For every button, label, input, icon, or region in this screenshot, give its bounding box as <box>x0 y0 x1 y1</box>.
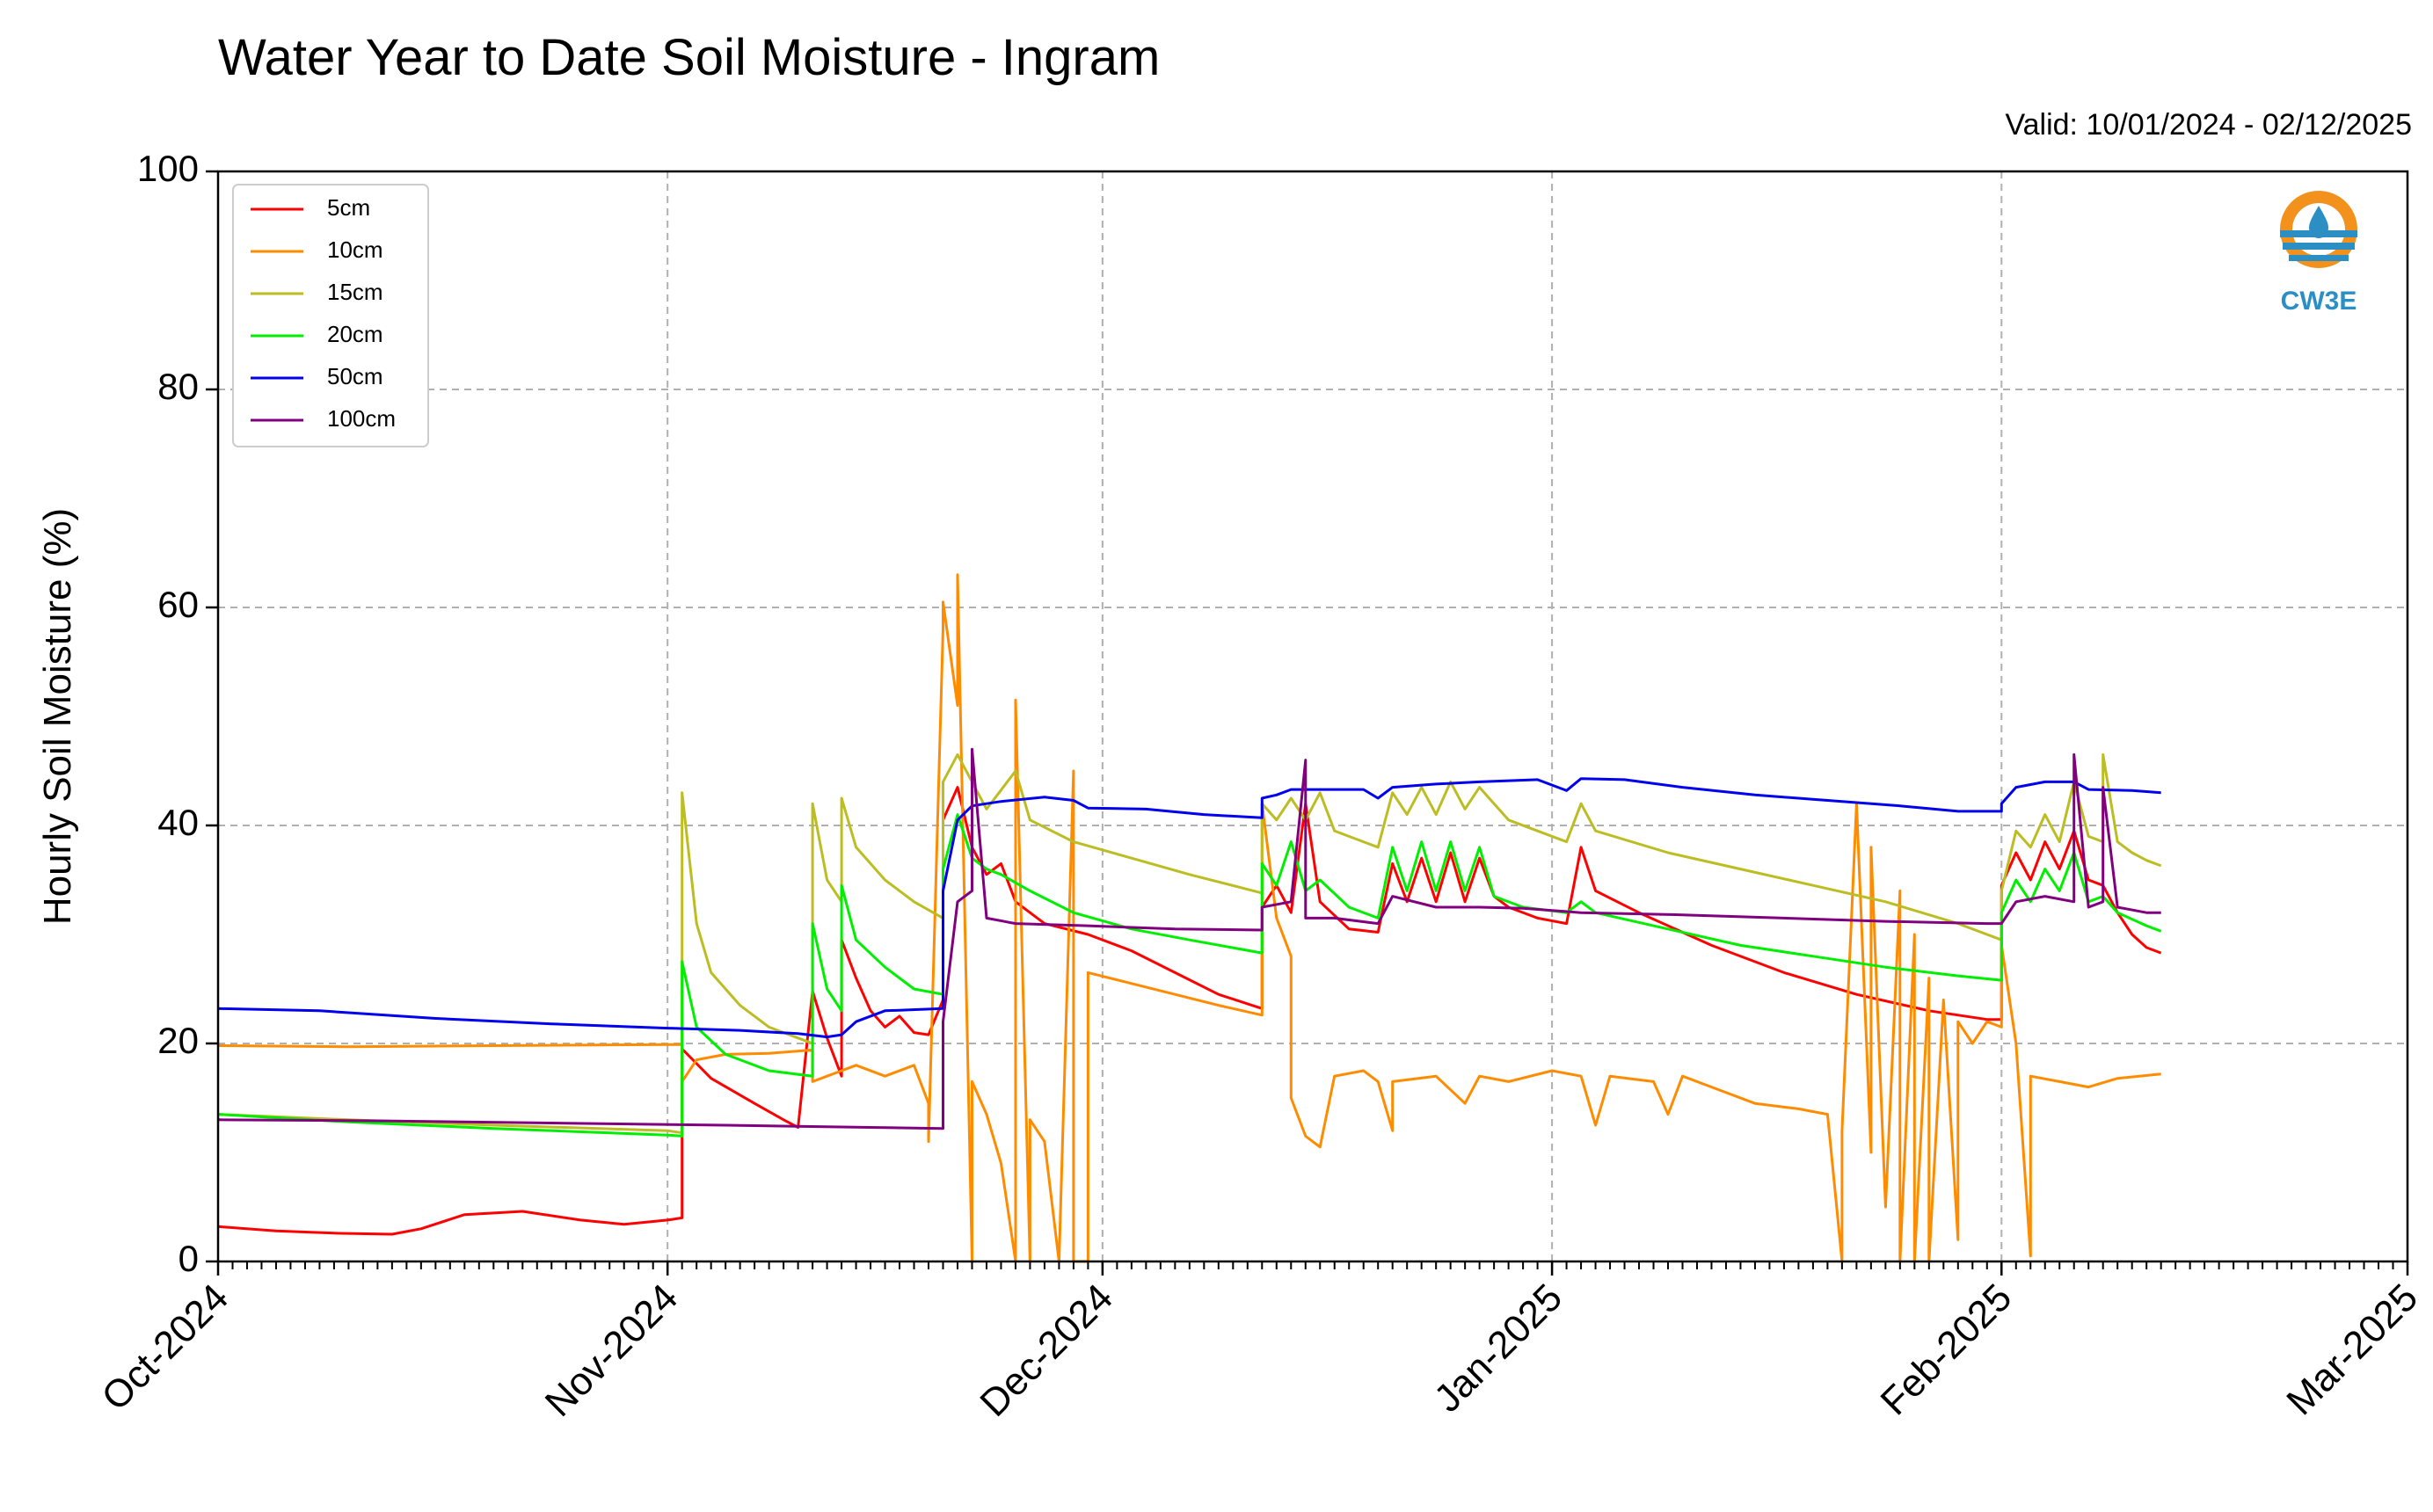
logo-wave-3 <box>2289 255 2349 261</box>
y-tick-label: 100 <box>137 148 199 189</box>
series-line-100cm <box>217 747 2161 1130</box>
grid-lines <box>218 171 2408 1261</box>
legend-label-5cm: 5cm <box>327 194 370 221</box>
cw3e-logo: CW3E <box>2280 191 2357 316</box>
series-line-50cm <box>217 777 2161 1039</box>
legend: 5cm 10cm 15cm 20cm 50cm 100cm <box>232 184 429 447</box>
logo-wave-2 <box>2283 243 2355 250</box>
y-tick-label: 40 <box>157 802 199 843</box>
y-tick-label: 0 <box>178 1238 199 1279</box>
series-line-15cm <box>217 752 2162 1135</box>
legend-label-100cm: 100cm <box>327 405 396 432</box>
series-line-10cm <box>217 573 2161 1263</box>
y-axis-label: Hourly Soil Moisture (%) <box>36 508 79 925</box>
plot-area-frame <box>216 170 2409 1263</box>
y-tick-label: 20 <box>157 1020 199 1061</box>
logo-text: CW3E <box>2281 287 2357 316</box>
logo-drop <box>2309 206 2328 238</box>
chart-title: Water Year to Date Soil Moisture - Ingra… <box>218 29 1161 86</box>
series-line-5cm <box>217 786 2162 1236</box>
y-tick-label: 60 <box>157 584 199 625</box>
legend-label-50cm: 50cm <box>327 363 383 389</box>
x-tick-label: Dec-2024 <box>972 1276 1121 1425</box>
x-tick-label: Jan-2025 <box>1426 1276 1570 1420</box>
legend-label-20cm: 20cm <box>327 321 383 347</box>
x-tick-label: Mar-2025 <box>2278 1276 2426 1423</box>
series-line-20cm <box>217 813 2162 1138</box>
x-tick-label: Feb-2025 <box>1873 1276 2021 1423</box>
series-lines <box>217 573 2162 1263</box>
legend-label-15cm: 15cm <box>327 279 383 305</box>
y-tick-label: 80 <box>157 366 199 407</box>
legend-label-10cm: 10cm <box>327 236 383 263</box>
valid-date-range: Valid: 10/01/2024 - 02/12/2025 <box>2005 108 2412 142</box>
x-tick-label: Oct-2024 <box>93 1276 237 1419</box>
x-tick-label: Nov-2024 <box>537 1276 687 1425</box>
